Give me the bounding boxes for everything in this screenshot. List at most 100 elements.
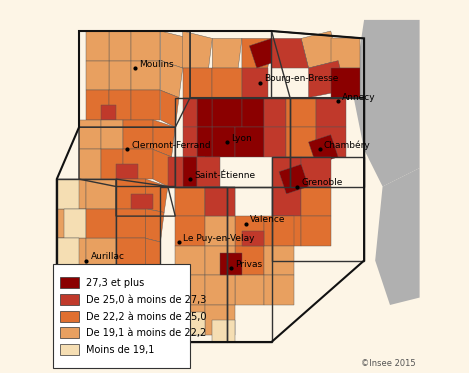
FancyBboxPatch shape (53, 264, 190, 368)
Polygon shape (197, 127, 212, 157)
Polygon shape (101, 150, 123, 179)
Polygon shape (116, 179, 146, 209)
Text: 27,3 et plus: 27,3 et plus (86, 279, 144, 288)
Polygon shape (146, 238, 160, 268)
Polygon shape (182, 68, 212, 98)
Polygon shape (331, 68, 360, 98)
Text: Saint-Étienne: Saint-Étienne (194, 171, 255, 180)
Polygon shape (182, 312, 205, 335)
Polygon shape (212, 127, 234, 157)
Polygon shape (175, 186, 205, 216)
Polygon shape (57, 179, 79, 209)
Polygon shape (109, 90, 131, 120)
Polygon shape (79, 120, 101, 150)
Polygon shape (146, 209, 164, 242)
Polygon shape (272, 186, 301, 216)
Polygon shape (242, 68, 268, 98)
Text: Lyon: Lyon (231, 134, 252, 143)
Polygon shape (353, 20, 420, 186)
Polygon shape (79, 150, 101, 179)
Polygon shape (234, 275, 264, 305)
Text: De 19,1 à moins de 22,2: De 19,1 à moins de 22,2 (86, 329, 207, 338)
Polygon shape (116, 209, 146, 238)
Polygon shape (182, 31, 212, 68)
Polygon shape (182, 127, 197, 157)
Polygon shape (242, 98, 264, 127)
Polygon shape (116, 238, 146, 268)
Polygon shape (205, 275, 234, 305)
Polygon shape (64, 209, 86, 238)
Polygon shape (175, 305, 205, 335)
Polygon shape (101, 120, 123, 150)
Polygon shape (57, 179, 86, 209)
Text: Aurillac: Aurillac (91, 252, 125, 261)
Polygon shape (175, 216, 205, 246)
Polygon shape (316, 127, 346, 157)
Text: Bourg-en-Bresse: Bourg-en-Bresse (265, 75, 339, 84)
Polygon shape (131, 194, 153, 209)
Polygon shape (168, 157, 182, 186)
Polygon shape (86, 61, 109, 90)
Polygon shape (205, 216, 234, 246)
Polygon shape (272, 38, 309, 68)
Text: Chambéry: Chambéry (324, 141, 371, 150)
Polygon shape (234, 216, 264, 246)
Text: Moulins: Moulins (139, 60, 174, 69)
Polygon shape (182, 157, 205, 186)
Polygon shape (175, 186, 197, 216)
Polygon shape (57, 238, 79, 268)
Text: ©Insee 2015: ©Insee 2015 (361, 359, 416, 368)
Polygon shape (205, 305, 234, 335)
Polygon shape (123, 120, 153, 150)
Polygon shape (57, 238, 86, 268)
Text: Le Puy-en-Velay: Le Puy-en-Velay (183, 233, 255, 243)
Text: De 22,2 à moins de 25,0: De 22,2 à moins de 25,0 (86, 312, 207, 322)
Polygon shape (116, 164, 138, 179)
Polygon shape (212, 320, 234, 342)
Polygon shape (175, 157, 197, 186)
Polygon shape (205, 186, 234, 216)
Polygon shape (316, 98, 346, 127)
Polygon shape (131, 61, 160, 90)
Polygon shape (205, 186, 227, 216)
Polygon shape (146, 179, 168, 212)
Polygon shape (160, 90, 179, 127)
Bar (61, 277, 79, 288)
Polygon shape (219, 253, 242, 275)
Polygon shape (86, 209, 116, 238)
Polygon shape (86, 238, 116, 268)
Polygon shape (123, 150, 153, 179)
Polygon shape (197, 157, 219, 186)
Polygon shape (205, 246, 234, 275)
Polygon shape (279, 164, 309, 194)
Polygon shape (182, 98, 197, 127)
Polygon shape (331, 38, 360, 68)
Polygon shape (212, 38, 242, 68)
Polygon shape (212, 98, 242, 127)
Polygon shape (264, 216, 294, 246)
Polygon shape (287, 127, 316, 157)
Polygon shape (287, 98, 316, 127)
Text: Grenoble: Grenoble (302, 178, 343, 187)
Polygon shape (153, 150, 172, 186)
Polygon shape (309, 135, 338, 164)
Polygon shape (264, 127, 287, 157)
Polygon shape (301, 157, 331, 186)
Polygon shape (57, 209, 86, 238)
Polygon shape (264, 275, 294, 305)
Bar (61, 294, 79, 305)
Polygon shape (264, 246, 294, 275)
Text: Privas: Privas (235, 260, 262, 269)
Polygon shape (109, 31, 131, 61)
Polygon shape (205, 186, 234, 216)
Polygon shape (301, 31, 338, 68)
Polygon shape (264, 98, 287, 127)
Polygon shape (109, 61, 131, 90)
Polygon shape (160, 61, 182, 98)
Polygon shape (301, 186, 331, 216)
Polygon shape (153, 120, 175, 157)
Polygon shape (301, 216, 331, 246)
Polygon shape (160, 31, 190, 68)
Bar (61, 327, 79, 338)
Polygon shape (101, 105, 116, 120)
